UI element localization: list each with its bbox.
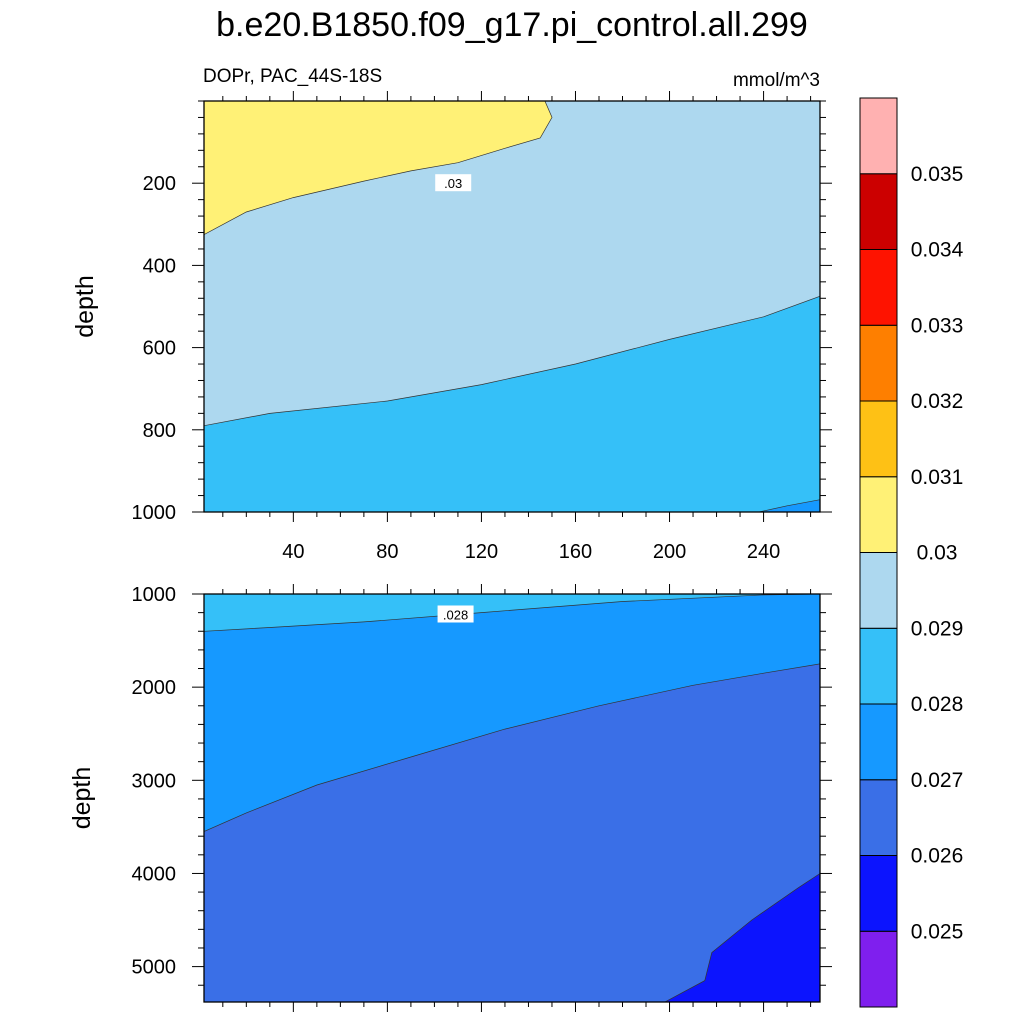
panels: .03 40 80 120 160 200 240 200 400 600 800 1000 depth… bbox=[68, 91, 832, 1012]
colorbar-bin bbox=[859, 779, 898, 856]
figure-title: b.e20.B1850.f09_g17.pi_control.all.299 bbox=[216, 6, 808, 44]
contour-regions bbox=[204, 594, 820, 1002]
x-tick-label: 160 bbox=[559, 541, 592, 563]
y-tick-label: 1000 bbox=[132, 502, 177, 524]
y-tick-label: 1000 bbox=[132, 584, 177, 606]
colorbar-bin bbox=[859, 476, 898, 553]
colorbar-bin bbox=[859, 703, 898, 781]
panel-lower: .028 1000 2000 3000 4000 5000 depth bbox=[68, 584, 832, 1012]
colorbar-bin bbox=[859, 552, 898, 629]
x-tick-label: 40 bbox=[282, 541, 304, 563]
x-tick-label: 200 bbox=[653, 541, 686, 563]
contour-label: .028 bbox=[443, 607, 468, 622]
y-tick-label: 2000 bbox=[132, 677, 177, 699]
contour-region bbox=[664, 873, 820, 1002]
colorbar-label: 0.028 bbox=[911, 693, 964, 716]
colorbar: 0.025 0.026 0.027 0.028 0.029 0.03 0.031 0.032 0… bbox=[859, 97, 964, 1008]
colorbar-label: 0.027 bbox=[911, 769, 964, 792]
y-tick-label: 400 bbox=[143, 255, 176, 277]
panel-upper: .03 40 80 120 160 200 240 200 400 600 800 1000 depth bbox=[71, 91, 832, 563]
y-axis-label: depth bbox=[71, 275, 99, 338]
y-tick-label: 3000 bbox=[132, 770, 177, 792]
colorbar-label: 0.029 bbox=[911, 617, 964, 640]
contour-region bbox=[204, 101, 553, 235]
x-tick-label: 240 bbox=[747, 541, 780, 563]
colorbar-label: 0.026 bbox=[911, 845, 964, 868]
y-tick-label: 600 bbox=[143, 338, 176, 360]
contour-region bbox=[204, 663, 820, 1002]
colorbar-bin bbox=[859, 249, 898, 326]
y-tick-label: 200 bbox=[143, 173, 176, 195]
colorbar-label: 0.032 bbox=[911, 390, 964, 413]
contour-label-box bbox=[437, 605, 474, 623]
panel-frame bbox=[203, 593, 821, 1003]
contour-region bbox=[204, 295, 820, 512]
colorbar-bin bbox=[859, 400, 898, 478]
colorbar-bin bbox=[859, 855, 898, 932]
colorbar-label: 0.031 bbox=[911, 466, 964, 489]
y-tick-label: 4000 bbox=[132, 863, 177, 885]
x-tick-label: 80 bbox=[376, 541, 398, 563]
colorbar-label: 0.034 bbox=[911, 239, 964, 262]
x-tick-label: 120 bbox=[465, 541, 498, 563]
colorbar-label: 0.03 bbox=[917, 542, 958, 565]
colorbar-label: 0.033 bbox=[911, 314, 964, 337]
colorbar-label: 0.035 bbox=[911, 163, 964, 186]
colorbar-bin bbox=[859, 627, 898, 705]
colorbar-bin bbox=[859, 930, 898, 1008]
contour-label: .03 bbox=[444, 176, 462, 191]
colorbar-bin bbox=[859, 324, 898, 402]
colorbar-bin bbox=[859, 173, 898, 250]
variable-label: DOPr, PAC_44S-18S bbox=[203, 66, 382, 87]
y-axis-label: depth bbox=[68, 767, 96, 830]
y-tick-label: 800 bbox=[143, 420, 176, 442]
panel-frame bbox=[203, 100, 821, 513]
contour-regions bbox=[204, 101, 820, 512]
colorbar-label: 0.025 bbox=[911, 920, 964, 943]
y-tick-label: 5000 bbox=[132, 957, 177, 979]
contour-region bbox=[758, 499, 820, 512]
colorbar-bin bbox=[859, 97, 898, 175]
contour-label-box bbox=[435, 174, 472, 192]
units-label: mmol/m^3 bbox=[733, 70, 820, 91]
